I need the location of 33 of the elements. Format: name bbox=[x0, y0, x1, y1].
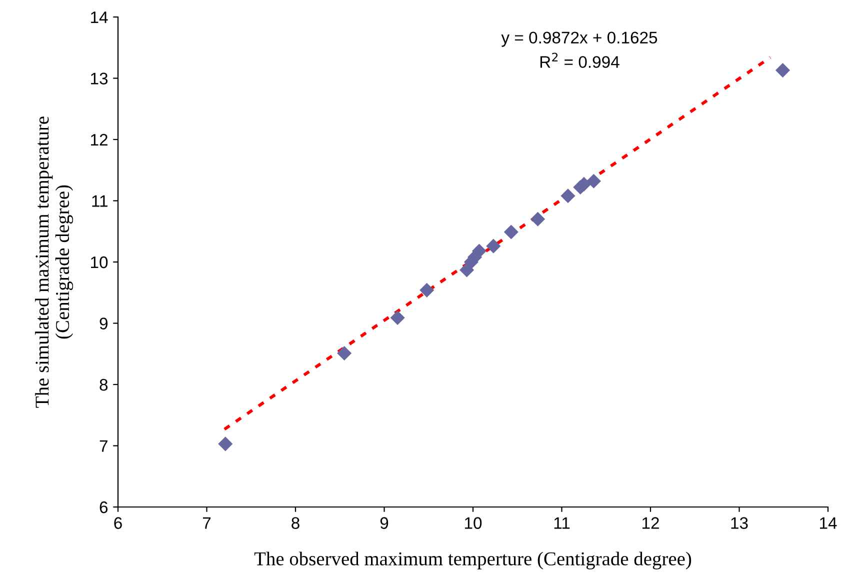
x-tick-label: 7 bbox=[202, 517, 211, 529]
point bbox=[530, 212, 546, 226]
point bbox=[775, 63, 790, 78]
annotation: R$^{2}$ = 0.994 bbox=[540, 52, 620, 68]
point bbox=[486, 238, 501, 254]
point bbox=[560, 188, 576, 204]
x-tick-label: 11 bbox=[554, 517, 570, 529]
y-tick-label: 12 bbox=[91, 134, 108, 146]
y-tick-label: 9 bbox=[100, 318, 108, 330]
y-axis-title: The simulated maximum temperature (Centigrade degree) bbox=[35, 116, 74, 408]
point bbox=[586, 174, 601, 188]
point bbox=[218, 436, 233, 452]
y-tick-label: 10 bbox=[91, 256, 108, 268]
x-tick-label: 13 bbox=[731, 517, 748, 529]
x-tick-label: 12 bbox=[642, 517, 659, 529]
point bbox=[390, 310, 405, 326]
annotation: y = 0.9872x + 0.1625 bbox=[501, 32, 658, 47]
x-tick-label: 9 bbox=[380, 517, 388, 529]
y-tick-label: 13 bbox=[91, 72, 108, 84]
x-axis-title: The observed maximum temperture (Centigrade degree) bbox=[254, 552, 692, 570]
point bbox=[504, 224, 518, 240]
y-tick-label: 8 bbox=[100, 378, 108, 391]
y-tick-label: 7 bbox=[100, 440, 108, 452]
x-tick-label: 14 bbox=[820, 517, 837, 529]
point bbox=[337, 346, 352, 361]
y-tick-label: 6 bbox=[100, 501, 108, 514]
y-tick-label: 11 bbox=[92, 195, 108, 207]
point bbox=[472, 244, 486, 258]
x-tick-label: 8 bbox=[292, 517, 300, 529]
y-tick-label: 14 bbox=[91, 12, 108, 24]
point bbox=[420, 282, 434, 298]
x-tick-label: 10 bbox=[465, 517, 482, 529]
x-tick-label: 6 bbox=[114, 517, 122, 529]
